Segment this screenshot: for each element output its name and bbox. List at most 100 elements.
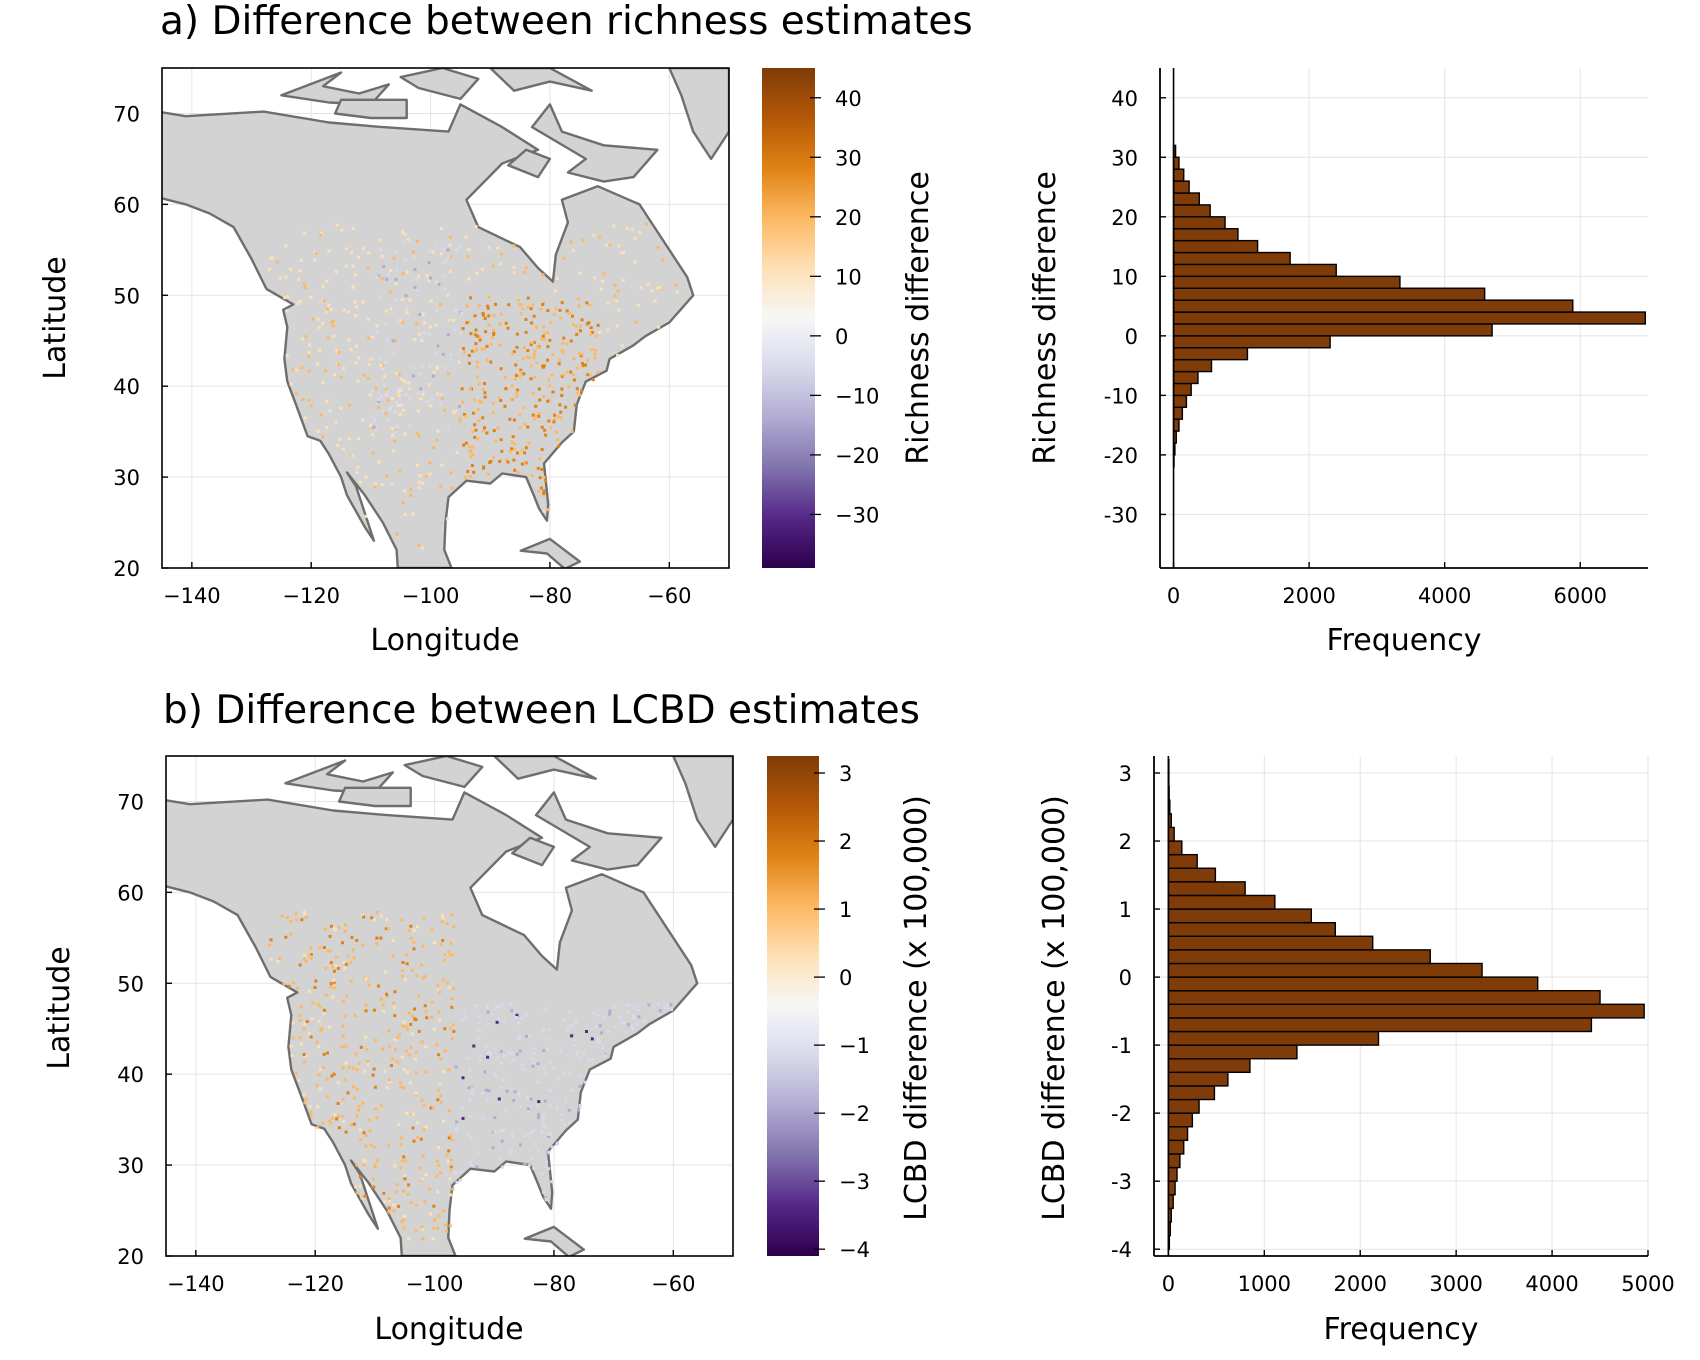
raster-cell (562, 1017, 566, 1021)
raster-cell (447, 427, 450, 431)
raster-cell (613, 283, 617, 287)
raster-cell (615, 324, 619, 328)
raster-cell (478, 335, 482, 339)
raster-cell (518, 1033, 522, 1037)
raster-cell (336, 362, 340, 366)
raster-cell (562, 1071, 566, 1075)
raster-cell (585, 301, 589, 305)
raster-cell (531, 392, 535, 395)
raster-cell (516, 1021, 520, 1025)
raster-cell (318, 1005, 322, 1009)
raster-cell (420, 1225, 424, 1229)
raster-cell (331, 324, 335, 328)
raster-cell (571, 314, 574, 318)
raster-cell (425, 274, 429, 278)
raster-cell (608, 1009, 612, 1013)
raster-cell (513, 447, 517, 451)
raster-cell (444, 1049, 447, 1053)
raster-cell (310, 1017, 314, 1021)
raster-cell (372, 1067, 376, 1071)
colorbar-a-tick-label: 10 (835, 265, 862, 289)
raster-cell (408, 397, 412, 401)
raster-cell (334, 420, 338, 424)
raster-cell (480, 400, 484, 404)
raster-cell (355, 1087, 359, 1091)
raster-cell (634, 320, 638, 324)
raster-cell (382, 1191, 386, 1195)
raster-cell (501, 1003, 505, 1007)
raster-cell (428, 1187, 432, 1191)
raster-cell (321, 435, 325, 439)
raster-cell (542, 489, 546, 493)
hist-b-ytick-label: 1 (1119, 898, 1132, 922)
raster-cell (278, 957, 282, 960)
raster-cell (390, 483, 394, 487)
raster-cell (283, 296, 287, 300)
raster-cell (616, 353, 620, 357)
raster-cell (325, 400, 329, 404)
raster-cell (486, 306, 490, 310)
raster-cell (578, 1104, 582, 1107)
raster-cell (421, 393, 425, 396)
raster-cell (295, 987, 299, 990)
raster-cell (584, 363, 588, 367)
raster-cell (491, 1146, 495, 1150)
raster-cell (515, 1016, 518, 1019)
raster-cell (401, 1024, 405, 1028)
raster-cell (524, 318, 528, 321)
raster-cell (436, 1226, 440, 1230)
raster-cell (352, 956, 356, 960)
raster-cell (516, 388, 520, 392)
raster-cell (403, 259, 407, 262)
raster-cell (537, 1100, 541, 1104)
raster-cell (331, 965, 335, 969)
raster-cell (394, 339, 398, 343)
raster-cell (433, 941, 436, 945)
raster-cell (294, 392, 298, 396)
raster-cell (447, 372, 450, 376)
raster-cell (401, 408, 405, 412)
hist-a-xtick-label: 0 (1167, 584, 1180, 608)
raster-cell (286, 294, 290, 298)
histogram-bar (1172, 370, 1199, 385)
raster-cell (558, 308, 562, 312)
raster-cell (299, 1005, 303, 1009)
raster-cell (553, 289, 557, 293)
raster-cell (448, 1224, 452, 1228)
histogram-bar (1172, 335, 1331, 349)
raster-cell (392, 256, 396, 260)
map-b-xlabel: Longitude (374, 1312, 523, 1347)
raster-cell (461, 400, 464, 404)
map-b-ytick-label: 40 (117, 1063, 144, 1087)
raster-cell (302, 910, 306, 914)
raster-cell (440, 463, 444, 467)
raster-cell (647, 282, 651, 286)
raster-cell (467, 1086, 471, 1090)
raster-cell (309, 1114, 313, 1117)
raster-cell (571, 248, 575, 252)
raster-cell (393, 439, 396, 443)
raster-cell (329, 307, 333, 311)
raster-cell (347, 437, 351, 441)
raster-cell (454, 1065, 458, 1069)
raster-cell (437, 1214, 441, 1218)
raster-cell (476, 334, 479, 338)
raster-cell (380, 997, 383, 1001)
raster-cell (448, 1026, 452, 1030)
raster-cell (270, 256, 274, 260)
raster-cell (477, 1014, 481, 1018)
raster-cell (328, 1025, 332, 1029)
raster-cell (429, 404, 433, 408)
raster-cell (560, 349, 564, 353)
raster-cell (316, 1125, 320, 1129)
raster-cell (421, 976, 425, 980)
raster-cell (381, 1047, 384, 1051)
raster-cell (525, 1034, 528, 1038)
raster-cell (413, 1017, 417, 1021)
raster-cell (501, 1129, 505, 1133)
raster-cell (365, 1047, 369, 1051)
raster-cell (364, 514, 368, 518)
raster-cell (566, 1028, 570, 1032)
raster-cell (338, 438, 342, 441)
raster-cell (309, 946, 312, 950)
